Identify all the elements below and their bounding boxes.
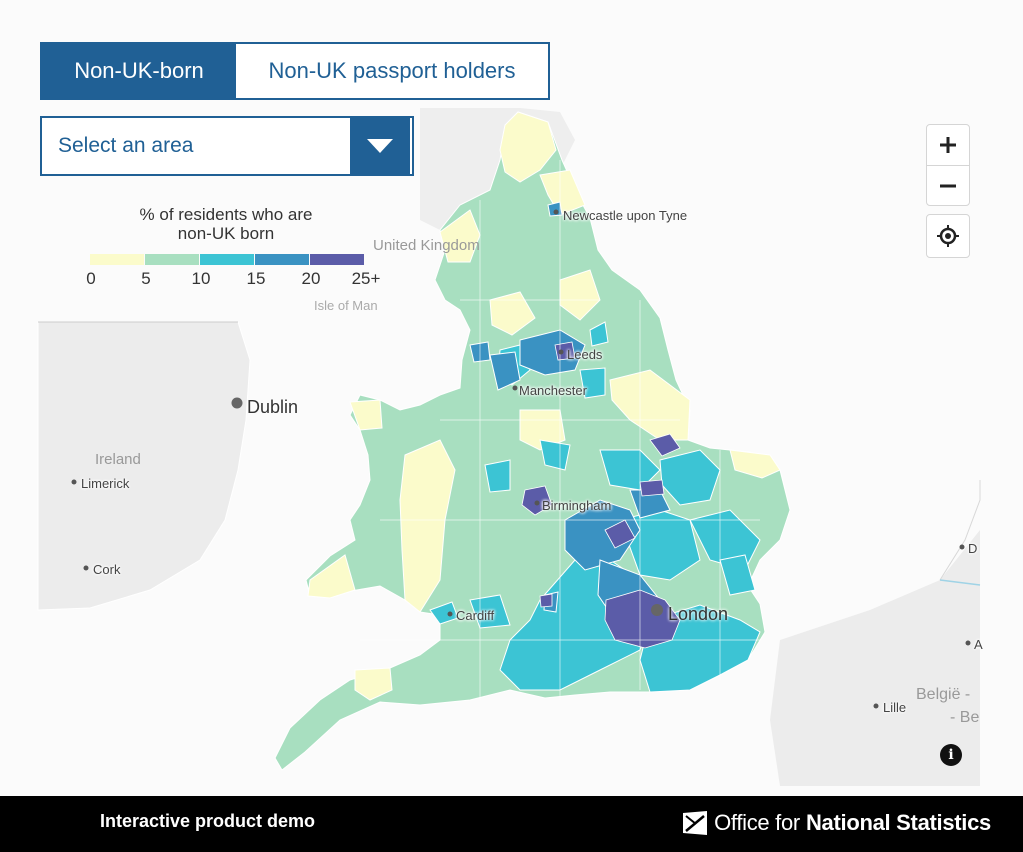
low-regions [307,111,781,701]
label-be: - Be [950,709,980,726]
label-ireland: Ireland [95,451,141,468]
europe-land [770,530,980,786]
label-limerick: Limerick [81,476,130,491]
legend-tick-3: 15 [246,269,266,288]
label-dublin: Dublin [247,397,299,417]
london-dot [651,604,663,616]
label-cardiff: Cardiff [456,608,495,623]
footer: Interactive product demo Office for Nati… [0,796,1023,852]
cork-dot [83,565,89,571]
zoom-in-button[interactable] [927,125,969,165]
label-leeds: Leeds [567,347,603,362]
zoom-out-button[interactable] [927,165,969,205]
label-manchester: Manchester [519,383,587,398]
legend-ticks: 0 5 10 15 20 25+ [80,269,390,289]
legend-color-bar [90,254,365,265]
label-birmingham: Birmingham [542,498,612,513]
legend-title-line2: non-UK born [177,224,275,243]
area-select[interactable]: Select an area [40,116,414,176]
a-dot [965,640,971,646]
newcastle-dot [553,209,559,215]
label-belgie: België - [916,686,971,703]
legend-tick-5: 25+ [351,269,381,288]
footer-demo-label: Interactive product demo [100,811,316,831]
legend-swatch-4 [310,254,364,265]
toggle-non-uk-passport[interactable]: Non-UK passport holders [268,58,516,83]
locate-icon [937,225,959,247]
label-a: A [974,637,983,652]
legend-tick-4: 20 [301,269,321,288]
legend-swatch-2 [200,254,254,265]
leeds-dot [558,349,564,355]
boundary-lines [360,160,760,700]
legend-title-line1: % of residents who are [139,205,313,224]
legend-swatch-3 [255,254,309,265]
birmingham-dot [534,500,540,506]
europe-river [939,579,981,586]
limerick-dot [71,479,77,485]
label-lille: Lille [883,700,907,715]
label-d: D [968,541,978,556]
plus-icon [940,137,956,153]
ireland-land [37,321,251,611]
legend-swatch-1 [145,254,199,265]
dropdown-button[interactable] [350,118,410,174]
zoom-controls [926,124,970,206]
toggle-non-uk-born[interactable]: Non-UK-born [42,44,236,98]
locate-button[interactable] [926,214,970,258]
europe-coast [939,480,981,581]
ons-logo-prefix: Office for [714,810,800,835]
info-icon[interactable]: i [940,744,962,766]
ons-logo-icon [683,811,708,835]
minus-icon [940,184,956,187]
cardiff-dot [447,611,453,617]
manchester-dot [512,385,518,391]
choropleth-map[interactable] [0,0,1023,796]
legend-tick-1: 5 [141,269,151,288]
lille-dot [873,703,879,709]
legend-tick-2: 10 [191,269,211,288]
legend: % of residents who are non-UK born 0 5 10 1… [80,205,380,288]
chevron-down-icon [367,139,393,153]
label-isle-of-man: Isle of Man [314,298,378,313]
label-newcastle: Newcastle upon Tyne [563,208,688,223]
ons-logo: Office for National Statistics [682,810,991,836]
d-dot [959,544,965,550]
label-cork: Cork [93,562,121,577]
measure-toggle: Non-UK-born Non-UK passport holders [40,42,550,100]
dublin-dot [231,397,243,409]
label-united-kingdom: United Kingdom [373,237,480,254]
ons-logo-name: National Statistics [805,810,991,835]
legend-tick-0: 0 [86,269,96,288]
area-select-placeholder: Select an area [58,134,194,157]
label-london: London [668,604,729,624]
legend-swatch-0 [90,254,144,265]
